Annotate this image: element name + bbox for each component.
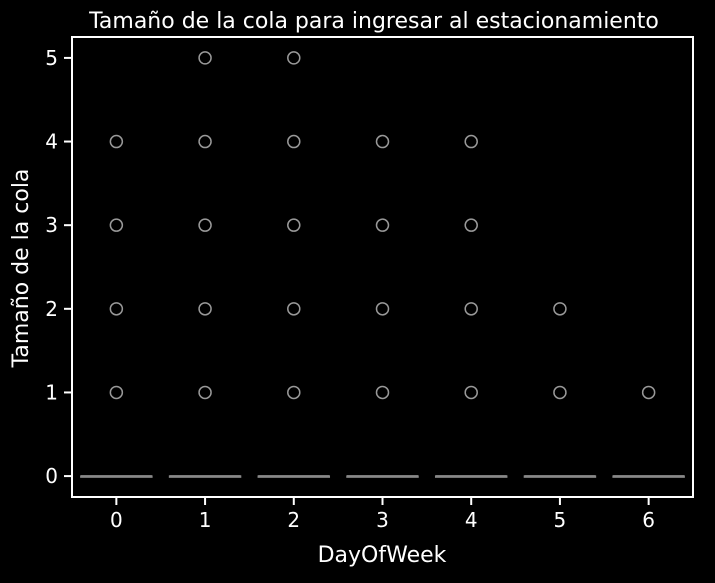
outlier-point-0-3 bbox=[109, 218, 124, 232]
plot-area: 0 1 2 3 4 5 0 1 2 3 4 5 6 bbox=[45, 46, 685, 532]
y-tick-label-2: 2 bbox=[45, 297, 58, 321]
outlier-point-5-2 bbox=[553, 302, 567, 316]
outlier-point-2-3 bbox=[287, 218, 301, 232]
x-axis-label: DayOfWeek bbox=[318, 543, 447, 568]
y-tick-label-1: 1 bbox=[45, 380, 58, 404]
box-group-4 bbox=[434, 134, 508, 478]
x-tick-label-2: 2 bbox=[287, 508, 300, 532]
outlier-point-2-2 bbox=[287, 302, 301, 316]
x-tick-label-6: 6 bbox=[642, 508, 655, 532]
x-tick-label-1: 1 bbox=[199, 508, 212, 532]
box-group-2 bbox=[257, 51, 331, 478]
outlier-point-0-1 bbox=[109, 385, 124, 400]
outlier-point-3-1 bbox=[375, 385, 390, 400]
box-group-1 bbox=[168, 51, 242, 478]
outlier-point-2-5 bbox=[287, 51, 301, 65]
x-tick-label-3: 3 bbox=[376, 508, 389, 532]
y-axis-label: Tamaño de la cola bbox=[9, 169, 34, 369]
outlier-point-4-2 bbox=[464, 302, 478, 316]
chart-title: Tamaño de la cola para ingresar al estac… bbox=[88, 9, 659, 34]
outlier-point-5-1 bbox=[553, 385, 567, 400]
axes-frame bbox=[71, 36, 694, 498]
box-group-0 bbox=[80, 134, 153, 478]
outlier-point-2-1 bbox=[287, 385, 301, 400]
outlier-point-1-1 bbox=[198, 385, 212, 400]
outlier-point-1-5 bbox=[198, 51, 212, 65]
outlier-point-4-1 bbox=[464, 385, 478, 400]
x-tick-label-0: 0 bbox=[110, 508, 123, 532]
outlier-point-1-2 bbox=[198, 302, 212, 316]
outlier-point-0-2 bbox=[109, 302, 124, 316]
outlier-point-1-3 bbox=[198, 218, 212, 232]
outlier-point-3-3 bbox=[375, 218, 390, 232]
y-tick-label-3: 3 bbox=[45, 213, 58, 237]
x-tick-label-5: 5 bbox=[554, 508, 567, 532]
outlier-point-0-4 bbox=[109, 134, 124, 149]
box-group-6 bbox=[612, 385, 685, 478]
outlier-point-2-4 bbox=[287, 134, 301, 149]
x-tick-label-4: 4 bbox=[465, 508, 478, 532]
outlier-point-6-1 bbox=[641, 385, 656, 400]
y-tick-label-4: 4 bbox=[45, 130, 58, 154]
outlier-point-4-3 bbox=[464, 218, 478, 232]
box-group-3 bbox=[346, 134, 419, 478]
outlier-point-3-2 bbox=[375, 302, 390, 316]
outlier-point-3-4 bbox=[375, 134, 390, 149]
y-tick-label-0: 0 bbox=[45, 464, 58, 488]
outlier-point-4-4 bbox=[464, 134, 478, 149]
y-tick-label-5: 5 bbox=[45, 46, 58, 70]
outlier-point-1-4 bbox=[198, 134, 212, 149]
box-group-5 bbox=[523, 302, 597, 478]
